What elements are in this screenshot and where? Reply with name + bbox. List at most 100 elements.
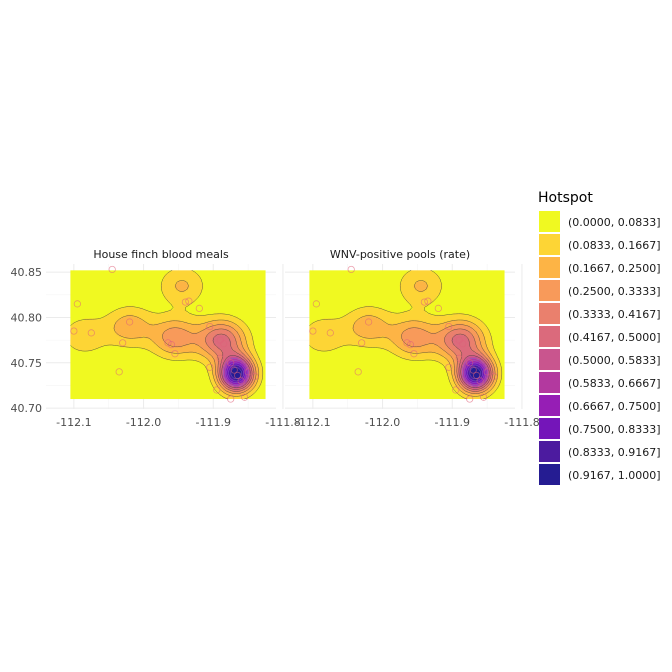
observation-point [237, 377, 245, 385]
legend-label: (0.0000, 0.0833] [568, 216, 661, 229]
observation-point [473, 371, 481, 380]
legend-label: (0.5000, 0.5833] [568, 354, 661, 367]
observation-point [358, 339, 366, 347]
density-contours [70, 270, 264, 400]
legend-label: (0.4167, 0.5000] [568, 331, 661, 344]
density-tiles [70, 270, 266, 400]
legend-label: (0.8333, 0.9167] [568, 446, 661, 459]
contour-line [205, 328, 255, 392]
contour-line [309, 270, 503, 400]
observation-point [244, 368, 252, 376]
x-tick-label: -111.9 [196, 416, 231, 429]
observation-point [230, 366, 238, 374]
observation-point [227, 395, 235, 403]
legend-swatch [539, 303, 560, 324]
observation-point [466, 359, 474, 367]
observation-point [406, 341, 415, 349]
observation-point [347, 265, 355, 274]
observation-point [216, 354, 224, 362]
observation-point [206, 363, 214, 371]
contour-line [221, 355, 251, 389]
x-axis-ticks: -112.1 -112.0 -111.9 -111.8 [295, 416, 540, 429]
x-axis-ticks: -112.1 -112.0 -111.9 -111.8 [56, 416, 301, 429]
observation-point [241, 393, 249, 401]
legend-swatch [539, 234, 560, 255]
observation-point [410, 350, 418, 358]
legend-swatch [539, 326, 560, 347]
observation-point [70, 327, 78, 335]
observation-point [195, 304, 203, 313]
legend-swatch [539, 349, 560, 370]
observation-point [213, 386, 221, 394]
observation-point [164, 339, 172, 347]
observation-point [403, 339, 411, 347]
contour-line [70, 270, 264, 400]
observation-point [234, 371, 242, 380]
observation-point [420, 298, 428, 306]
observation-points [309, 265, 498, 403]
legend-label: (0.9167, 1.0000] [568, 469, 661, 482]
observation-point [434, 304, 442, 313]
contour-line [352, 280, 499, 397]
x-tick-label: -112.1 [295, 416, 330, 429]
y-tick-label: 40.70 [11, 402, 43, 415]
observation-point [483, 368, 491, 376]
observation-point [476, 377, 484, 385]
facet-panel-house-finch: House finch blood meals -112.1 -112.0 -111… [11, 248, 301, 429]
x-tick-label: -112.1 [56, 416, 91, 429]
observation-point [326, 329, 334, 337]
legend-label: (0.6667, 0.7500] [568, 400, 661, 413]
observation-point [227, 359, 235, 367]
observation-point [220, 340, 228, 348]
density-tiles [309, 270, 505, 400]
facet-panel-wnv-pools: WNV-positive pools (rate) -112.1 -112.0 -1… [285, 248, 540, 429]
observation-point [309, 327, 317, 335]
legend-keys: (0.0000, 0.0833] (0.0833, 0.1667] (0.1667,… [539, 211, 661, 485]
contour-line [212, 333, 253, 390]
y-tick-label: 40.75 [11, 357, 43, 370]
observation-point [424, 297, 432, 305]
contour-line [451, 333, 492, 390]
facet-title: House finch blood meals [93, 248, 229, 261]
observation-point [445, 363, 453, 371]
legend-swatch [539, 418, 560, 439]
legend-swatch [539, 395, 560, 416]
contour-line [113, 280, 260, 397]
observation-point [181, 298, 189, 306]
observation-point [459, 340, 467, 348]
legend-label: (0.0833, 0.1667] [568, 239, 661, 252]
hotspot-raster [70, 270, 266, 400]
observation-point [490, 372, 498, 380]
observation-point [455, 354, 463, 362]
observation-point [251, 372, 259, 380]
observation-point [469, 366, 477, 374]
observation-point [185, 297, 193, 305]
observation-point [445, 322, 453, 331]
observation-point [466, 395, 474, 403]
observation-point [171, 350, 179, 358]
x-tick-label: -111.9 [435, 416, 470, 429]
legend-swatch [539, 280, 560, 301]
observation-points [70, 265, 259, 403]
observation-point [108, 265, 116, 274]
observation-point [452, 386, 460, 394]
observation-point [115, 368, 123, 376]
y-tick-label: 40.85 [11, 266, 43, 279]
legend-swatch [539, 441, 560, 462]
legend-label: (0.3333, 0.4167] [568, 308, 661, 321]
legend-label: (0.7500, 0.8333] [568, 423, 661, 436]
contour-line [228, 364, 244, 382]
legend-title: Hotspot [538, 190, 593, 206]
observation-point [73, 300, 81, 308]
legend-swatch [539, 211, 560, 232]
contour-line [162, 324, 257, 394]
x-tick-label: -111.8 [265, 416, 300, 429]
observation-point [167, 341, 176, 349]
observation-point [87, 329, 95, 337]
contour-line [444, 328, 494, 392]
observation-point [312, 300, 320, 308]
observation-point [126, 318, 134, 326]
observation-point [365, 318, 373, 326]
legend-label: (0.5833, 0.6667] [568, 377, 661, 390]
